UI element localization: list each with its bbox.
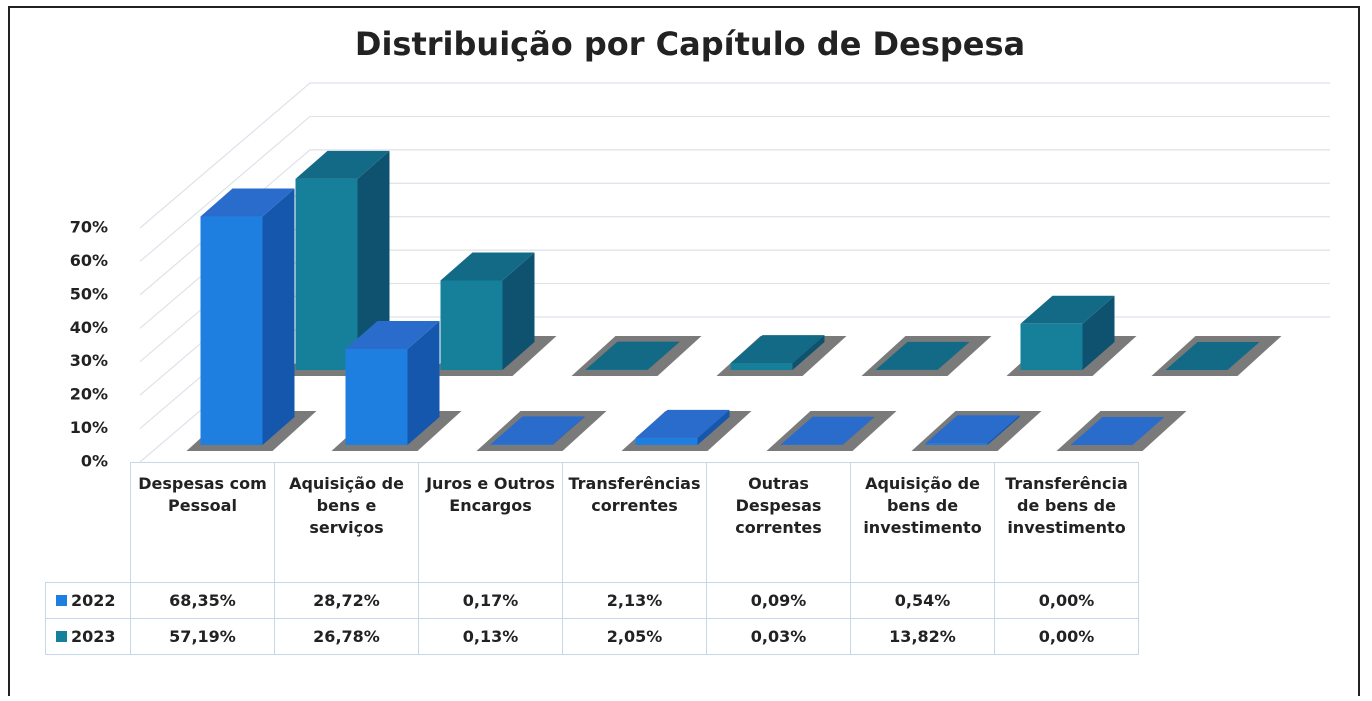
chart-frame — [8, 6, 1360, 696]
bar-side — [697, 409, 730, 445]
bar-top — [1165, 342, 1260, 370]
bar — [295, 178, 358, 370]
bar — [730, 363, 793, 370]
bar-side — [987, 415, 1020, 445]
bar-top — [585, 341, 680, 370]
bar-side — [842, 416, 875, 445]
data-row: 2023 57,19% 26,78% 0,13% 2,05% 0,03% 13,82% 0,0… — [45, 618, 1139, 655]
bar-top — [440, 252, 535, 281]
bar-side — [407, 320, 440, 445]
bar-side — [1082, 295, 1115, 370]
category-label: Juros e Outros Encargos — [418, 462, 563, 583]
value-label: 28,72% — [274, 582, 419, 619]
chart-title: Distribuição por Capítulo de Despesa — [355, 25, 1025, 63]
category-label: Despesas com Pessoal — [130, 462, 275, 583]
value-label: 0,00% — [994, 582, 1139, 619]
bar-top — [345, 320, 440, 349]
bar-top — [730, 335, 825, 364]
bar-top — [490, 416, 585, 445]
legend-key — [56, 594, 67, 606]
legend-label: 2022 — [71, 590, 116, 610]
value-label: 57,19% — [130, 618, 275, 655]
bar-side — [502, 252, 535, 370]
category-label: Aquisição de bens de investimento — [850, 462, 995, 583]
bar-top — [780, 416, 875, 445]
bar-top — [1070, 417, 1165, 445]
category-label: Aquisição de bens e serviços — [274, 462, 419, 583]
y-tick-label: 10% — [70, 418, 108, 437]
y-tick-label: 20% — [70, 385, 108, 404]
bar-side — [357, 150, 390, 370]
value-label: 26,78% — [274, 618, 419, 655]
bar — [925, 443, 988, 445]
bar — [490, 444, 553, 445]
header-row: Despesas com Pessoal Aquisição de bens e … — [45, 462, 1139, 583]
data-row: 2022 68,35% 28,72% 0,17% 2,13% 0,09% 0,54% 0,00… — [45, 582, 1139, 619]
y-tick-label: 50% — [70, 284, 108, 303]
bar — [345, 348, 408, 445]
bar-side — [937, 341, 970, 370]
value-label: 68,35% — [130, 582, 275, 619]
value-label: 0,13% — [418, 618, 563, 655]
bar-side — [262, 188, 295, 445]
bar — [1020, 323, 1083, 370]
value-label: 0,00% — [994, 618, 1139, 655]
bar-top — [1020, 295, 1115, 324]
bar-top — [925, 415, 1020, 444]
bar — [440, 280, 503, 370]
value-label: 0,03% — [706, 618, 851, 655]
bar-side — [552, 416, 585, 445]
legend-key — [56, 630, 67, 642]
legend-entry: 2022 — [45, 582, 131, 619]
y-tick-label: 30% — [70, 351, 108, 370]
y-tick-label: 40% — [70, 318, 108, 337]
bar-side — [792, 335, 825, 370]
grid-line — [139, 149, 1330, 296]
grid-line — [139, 82, 1330, 229]
corner — [45, 462, 131, 583]
value-label: 2,13% — [562, 582, 707, 619]
bar-top — [200, 188, 295, 217]
grid-line — [139, 115, 1330, 262]
data-table: Despesas com Pessoal Aquisição de bens e … — [45, 462, 1139, 655]
bar — [200, 216, 263, 445]
bar-side — [647, 341, 680, 370]
legend-label: 2023 — [71, 626, 116, 646]
category-label: Outras Despesas correntes — [706, 462, 851, 583]
value-label: 0,54% — [850, 582, 995, 619]
y-tick-label: 60% — [70, 251, 108, 270]
bar — [635, 437, 698, 445]
value-label: 0,17% — [418, 582, 563, 619]
value-label: 13,82% — [850, 618, 995, 655]
category-label: Transferências correntes — [562, 462, 707, 583]
category-label: Transferência de bens de investimento — [994, 462, 1139, 583]
bar-top — [635, 409, 730, 438]
y-tick-label: 70% — [70, 218, 108, 237]
value-label: 0,09% — [706, 582, 851, 619]
legend-entry: 2023 — [45, 618, 131, 655]
bar-top — [875, 341, 970, 370]
value-label: 2,05% — [562, 618, 707, 655]
bar-top — [295, 150, 390, 179]
